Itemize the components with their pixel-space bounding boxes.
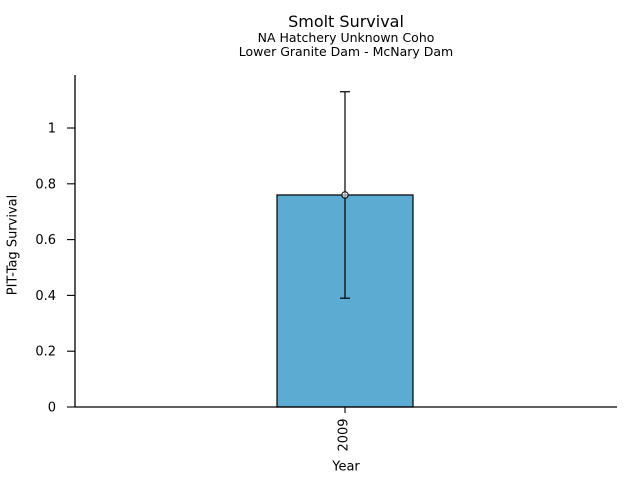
y-tick-label: 0.2 — [35, 345, 56, 360]
y-tick-label: 0 — [48, 401, 56, 416]
y-tick-label: 0.4 — [35, 289, 56, 304]
x-tick-label-year: 2009 — [336, 418, 352, 452]
y-tick-label: 0.8 — [35, 177, 56, 192]
chart-title: Smolt Survival — [288, 12, 404, 31]
chart-subtitle-population: NA Hatchery Unknown Coho — [257, 30, 435, 45]
y-tick-label: 1 — [48, 122, 56, 137]
y-tick-label: 0.6 — [35, 233, 56, 248]
chart-subtitle-reach: Lower Granite Dam - McNary Dam — [238, 44, 454, 59]
x-axis-label: Year — [332, 459, 360, 475]
point-marker — [341, 191, 349, 199]
